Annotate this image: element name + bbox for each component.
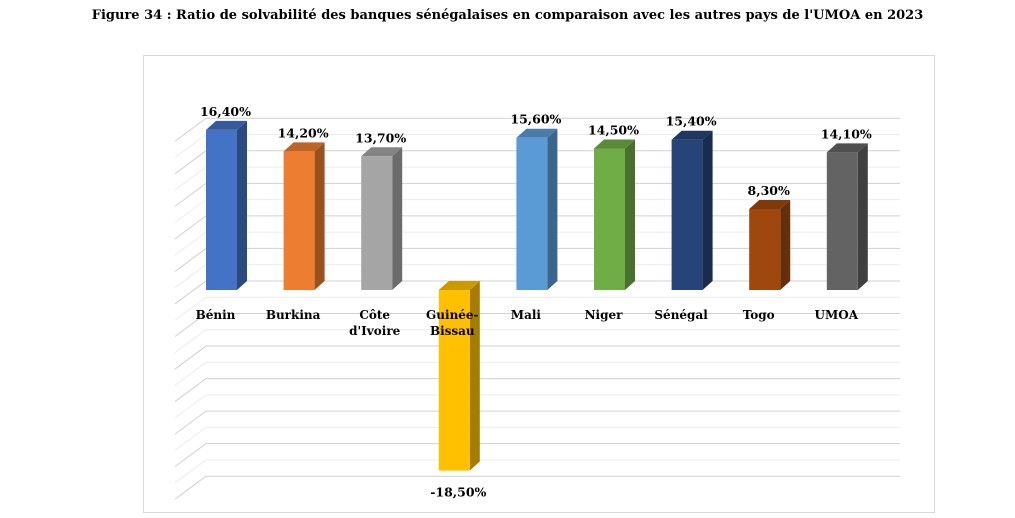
side-gridline <box>174 134 207 158</box>
chart-title: Figure 34 : Ratio de solvabilité des ban… <box>91 8 924 23</box>
side-gridline <box>174 313 207 337</box>
side-gridline <box>174 166 207 191</box>
bar-top <box>594 139 635 149</box>
side-gridline <box>174 231 207 256</box>
side-gridline <box>174 361 207 386</box>
category-label: UMOA <box>815 308 859 322</box>
data-label: 13,70% <box>355 130 406 145</box>
bar-side <box>469 281 480 471</box>
side-gridline <box>174 410 207 435</box>
bar-top <box>283 142 325 152</box>
side-gridline <box>174 248 207 272</box>
bar <box>283 151 315 290</box>
side-gridline <box>174 182 207 207</box>
bar-side <box>392 147 403 290</box>
side-gridline <box>174 215 207 240</box>
data-label: 14,10% <box>821 126 872 141</box>
bar-top <box>206 120 247 130</box>
side-gridline <box>174 264 207 289</box>
side-gridline <box>174 199 207 224</box>
category-label: Sénégal <box>654 308 708 322</box>
bar-top <box>516 128 558 138</box>
data-label: 15,40% <box>666 114 717 129</box>
bar-top <box>438 281 480 290</box>
bar <box>206 129 237 290</box>
side-gridline <box>174 459 207 484</box>
side-gridline <box>174 443 207 468</box>
bar-side <box>237 120 247 290</box>
data-label: 8,30% <box>748 183 790 198</box>
side-gridline <box>174 475 207 500</box>
bar <box>749 208 781 290</box>
chart-frame <box>143 55 935 513</box>
category-label: d'Ivoire <box>349 324 401 338</box>
bar-top <box>361 147 403 157</box>
bar-side <box>625 139 635 290</box>
side-gridline <box>174 378 207 402</box>
category-label: Bissau <box>430 324 475 338</box>
bar <box>826 152 858 290</box>
side-gridline <box>174 426 207 451</box>
category-label: Bénin <box>196 308 236 322</box>
data-label: 16,40% <box>200 104 251 119</box>
data-label: 14,50% <box>588 122 639 137</box>
bar <box>594 148 625 290</box>
side-gridline <box>174 394 207 419</box>
side-gridline <box>174 117 207 142</box>
side-gridline <box>174 280 207 305</box>
data-label: -18,50% <box>430 485 486 500</box>
category-label: Burkina <box>266 308 321 322</box>
bar-side <box>547 128 558 290</box>
bar-side <box>780 199 791 290</box>
side-gridline <box>174 345 207 370</box>
category-label: Côte <box>359 308 390 322</box>
bar-side <box>314 142 325 290</box>
data-label: 15,60% <box>510 112 561 127</box>
bar-top <box>749 199 791 209</box>
bar <box>671 139 703 290</box>
category-label: Togo <box>743 308 775 322</box>
bar-side <box>857 143 868 290</box>
side-gridline <box>174 296 207 321</box>
side-gridline <box>174 150 207 175</box>
bar <box>361 156 393 290</box>
bar <box>438 290 470 471</box>
bar <box>516 137 548 290</box>
bar-top <box>826 143 868 153</box>
side-gridline <box>174 329 207 354</box>
category-label: Niger <box>585 308 624 322</box>
category-label: Guinée- <box>426 308 479 322</box>
bar-side <box>702 130 713 290</box>
category-label: Mali <box>511 308 542 322</box>
data-label: 14,20% <box>278 125 329 140</box>
bar-top <box>671 130 713 140</box>
